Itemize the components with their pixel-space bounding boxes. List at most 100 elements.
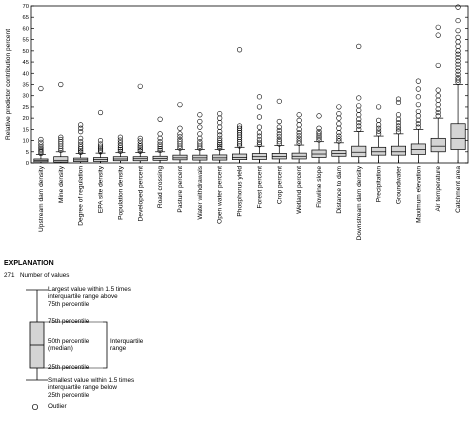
- box-14: [311, 113, 327, 163]
- x-category-label: Upstream dam density: [38, 165, 45, 232]
- outlier-point: [316, 131, 322, 137]
- outlier-point: [78, 144, 84, 150]
- outlier-point: [157, 146, 163, 152]
- outlier-point: [376, 125, 382, 131]
- outlier-point: [336, 138, 342, 144]
- box-21: [450, 4, 466, 163]
- outlier-point: [97, 137, 104, 144]
- outlier-point: [256, 124, 263, 130]
- x-category-label: Groundwater: [395, 165, 402, 204]
- outlier-point: [276, 118, 282, 125]
- outlier-point: [137, 145, 143, 151]
- box-17: [371, 104, 387, 163]
- outlier-point: [316, 113, 322, 119]
- outlier-point: [455, 77, 461, 83]
- outlier-point: [256, 94, 263, 100]
- box-13: [291, 112, 307, 163]
- box-6: [152, 116, 168, 163]
- outlier-point: [356, 112, 362, 118]
- outlier-point: [376, 104, 382, 110]
- outlier-point: [117, 137, 123, 143]
- outlier-point: [316, 137, 322, 143]
- outlier-point: [38, 139, 44, 145]
- box-3: [93, 109, 109, 163]
- outlier-point: [157, 139, 163, 145]
- box-1: [53, 81, 69, 163]
- outlier-point: [415, 102, 421, 108]
- y-axis-label: Relative predictor contribution percent: [5, 29, 12, 140]
- outlier-point: [217, 120, 223, 126]
- outlier-point: [455, 54, 461, 61]
- box-9: [212, 111, 228, 163]
- outlier-point: [157, 116, 163, 122]
- outlier-point: [435, 87, 441, 93]
- outlier-point: [177, 139, 183, 145]
- y-tick-label: 65: [23, 15, 29, 21]
- x-category-label: Flowline slope: [316, 166, 323, 208]
- outlier-point: [395, 112, 402, 118]
- outlier-point: [296, 133, 302, 139]
- legend-outlier-circle: [31, 403, 39, 411]
- iqr-box: [53, 156, 69, 163]
- x-category-label: Downstream dam density: [356, 165, 363, 240]
- outlier-point: [97, 143, 104, 149]
- outlier-point: [415, 124, 421, 130]
- x-category-label: Phosphorus yield: [237, 166, 244, 217]
- outlier-point: [137, 146, 143, 153]
- outlier-point: [38, 146, 44, 152]
- outlier-point: [455, 17, 461, 24]
- outlier-point: [356, 103, 362, 109]
- outlier-point: [455, 61, 461, 67]
- outlier-point: [276, 139, 282, 145]
- label-layer: 0 5 10 15 20 25 30 35 40 45 50 55 60 65 70 Relative pre…: [5, 4, 462, 240]
- outlier-point: [435, 102, 441, 108]
- box-4: [112, 134, 128, 163]
- box-19: [410, 78, 426, 163]
- outlier-point: [217, 115, 223, 121]
- box-layer: [33, 4, 466, 163]
- outlier-point: [336, 125, 342, 131]
- outlier-point: [336, 104, 342, 110]
- outlier-point: [376, 128, 382, 134]
- outlier-point: [435, 24, 441, 30]
- x-category-label: Population density: [117, 165, 124, 220]
- outlier-point: [455, 34, 461, 41]
- outlier-point: [276, 133, 282, 140]
- y-tick-label: 25: [23, 105, 29, 111]
- legend-upper-whisker-label: Largest value within 1.5 times interquar…: [48, 286, 131, 308]
- iqr-box: [430, 137, 446, 153]
- legend-q1-label: 25th percentile: [48, 364, 90, 371]
- outlier-point: [455, 28, 461, 34]
- legend-iqr-bracket: [103, 321, 108, 369]
- outlier-point: [356, 123, 362, 129]
- outlier-point: [236, 125, 243, 131]
- outlier-point: [78, 129, 84, 135]
- iqr-box: [450, 123, 466, 150]
- outlier-point: [217, 145, 223, 151]
- outlier-point: [197, 135, 203, 141]
- outlier-point: [415, 121, 421, 127]
- outlier-point: [415, 78, 421, 84]
- x-category-label: Distance to dam: [336, 166, 343, 214]
- box-7: [172, 102, 188, 163]
- x-category-label: Developed percent: [137, 166, 144, 222]
- x-category-label: Forest percent: [256, 166, 263, 209]
- x-category-label: Precipitation: [376, 166, 383, 203]
- outlier-point: [376, 117, 382, 123]
- outlier-point: [137, 148, 143, 154]
- outlier-point: [217, 137, 223, 144]
- outlier-point: [435, 113, 441, 119]
- y-tick-label: 70: [23, 4, 29, 10]
- outlier-point: [137, 141, 143, 147]
- legend-lower-whisker-label: Smallest value within 1.5 times interqua…: [48, 377, 135, 399]
- outlier-point: [336, 111, 342, 117]
- y-tick-label: 10: [23, 139, 29, 145]
- outlier-point: [276, 98, 282, 104]
- outlier-point: [455, 58, 461, 64]
- outlier-point: [78, 122, 84, 128]
- y-tick-label: 0: [26, 161, 29, 167]
- outlier-point: [137, 135, 143, 141]
- outlier-point: [395, 120, 402, 126]
- outlier-point: [356, 120, 362, 126]
